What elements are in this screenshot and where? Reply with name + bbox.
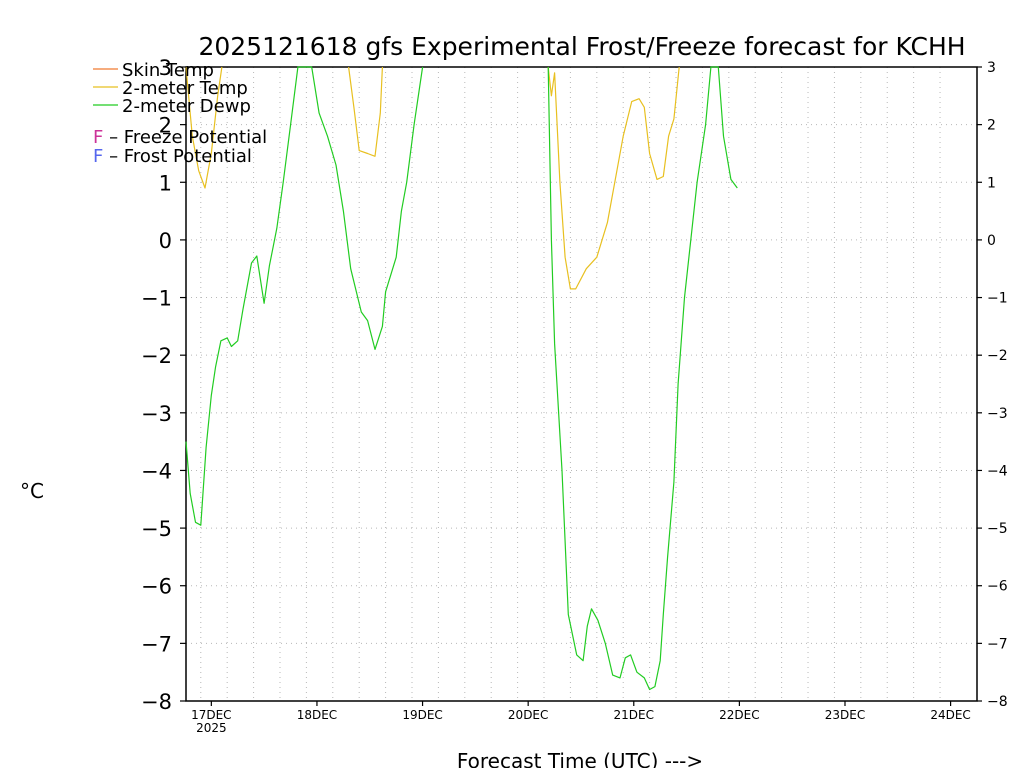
y-tick-label-right: −1 — [987, 291, 1008, 307]
legend-note-letter: F — [93, 127, 103, 148]
series-line-2-meter-temp-1 — [348, 66, 383, 157]
x-tick-label: 22DEC — [719, 708, 759, 722]
legend-label: 2-meter Dewp — [122, 96, 251, 117]
y-tick-label-left: −1 — [141, 287, 172, 311]
grid — [186, 67, 977, 701]
y-tick-label-left: −7 — [141, 632, 172, 656]
x-tick-label: 20DEC — [508, 708, 548, 722]
y-tick-label-right: 1 — [987, 175, 996, 191]
x-tick-label: 23DEC — [825, 708, 865, 722]
legend-note-text: – Freeze Potential — [103, 127, 267, 148]
y-tick-label-right: 3 — [987, 60, 996, 76]
y-tick-label-right: −4 — [987, 463, 1008, 479]
y-tick-label-left: −5 — [141, 517, 172, 541]
y-tick-label-right: −2 — [987, 348, 1008, 364]
y-tick-label-right: −6 — [987, 579, 1008, 595]
y-tick-label-left: −4 — [141, 459, 172, 483]
series-line-2-meter-dewp-0 — [185, 66, 424, 526]
x-tick-label: 19DEC — [402, 708, 442, 722]
x-tick-label: 21DEC — [614, 708, 654, 722]
series-line-2-meter-dewp-1 — [547, 66, 738, 691]
legend-note: F – Freeze Potential — [93, 127, 267, 148]
y-tick-label-left: 2 — [159, 114, 172, 138]
y-axis-left: 3 2 1 0 −1 −2 −3 −4 −5 −6 −7 −8 — [141, 56, 186, 714]
legend-note-letter: F — [93, 146, 103, 167]
series-line-2-meter-temp-0 — [185, 66, 223, 189]
x-tick-label: 18DEC — [297, 708, 337, 722]
y-axis-right: 3 2 1 0 −1 −2 −3 −4 −5 −6 −7 −8 — [977, 60, 1008, 710]
y-tick-label-right: −8 — [987, 694, 1008, 710]
chart-title: 2025121618 gfs Experimental Frost/Freeze… — [198, 32, 965, 61]
x-tick-year-label: 2025 — [196, 721, 227, 735]
y-tick-label-right: −5 — [987, 521, 1008, 537]
y-tick-label-left: −3 — [141, 402, 172, 426]
y-tick-label-left: 0 — [159, 229, 172, 253]
y-tick-label-right: −7 — [987, 636, 1008, 652]
legend-note-text: – Frost Potential — [103, 146, 252, 167]
x-tick-label: 17DEC — [191, 708, 231, 722]
y-tick-label-left: −6 — [141, 575, 172, 599]
series-layer — [185, 66, 738, 691]
x-tick-label: 24DEC — [930, 708, 970, 722]
y-axis-label: °C — [20, 479, 44, 503]
y-tick-label-right: −3 — [987, 406, 1008, 422]
series-line-2-meter-temp-2 — [547, 66, 680, 290]
y-tick-label-left: −2 — [141, 344, 172, 368]
y-tick-label-left: 3 — [159, 56, 172, 80]
y-tick-label-right: 0 — [987, 233, 996, 249]
legend-label: 2-meter Temp — [122, 78, 248, 99]
y-tick-label-left: 1 — [159, 171, 172, 195]
legend-label: Skin Temp — [122, 60, 214, 81]
legend-note: F – Frost Potential — [93, 146, 252, 167]
y-tick-label-right: 2 — [987, 118, 996, 134]
plot-frame — [185, 66, 978, 702]
x-axis-label: Forecast Time (UTC) ---> — [457, 749, 703, 768]
y-tick-label-left: −8 — [141, 690, 172, 714]
x-axis: 17DEC 18DEC 19DEC 20DEC 21DEC 22DEC 23DEC 24DEC… — [191, 701, 971, 735]
